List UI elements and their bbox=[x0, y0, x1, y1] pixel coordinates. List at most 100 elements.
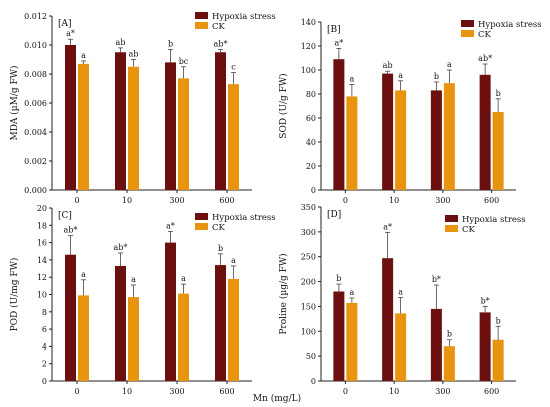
legend-swatch-hypoxia bbox=[461, 20, 474, 27]
y-tick-label: 2 bbox=[42, 360, 47, 369]
bar-ck-0 bbox=[78, 63, 89, 190]
significance-label: ab* bbox=[214, 39, 228, 48]
legend-entry: CK bbox=[462, 225, 476, 235]
significance-label: ab* bbox=[64, 226, 78, 235]
bar-ck-600 bbox=[492, 112, 504, 190]
y-tick-label: 20 bbox=[306, 162, 316, 171]
y-tick-label: 50 bbox=[306, 352, 316, 361]
significance-label: a bbox=[398, 287, 403, 296]
y-tick-label: 6 bbox=[42, 325, 47, 334]
x-axis-label: Mn (mg/L) bbox=[253, 393, 301, 404]
y-tick-label: 0.006 bbox=[24, 99, 47, 108]
y-tick-label: 300 bbox=[301, 228, 316, 237]
significance-label: b bbox=[496, 316, 501, 325]
y-tick-label: 12 bbox=[37, 273, 47, 282]
significance-label: a bbox=[349, 74, 354, 83]
y-tick-label: 0.008 bbox=[24, 70, 47, 79]
legend-swatch-hypoxia bbox=[195, 213, 208, 220]
y-tick-label: 10 bbox=[37, 291, 47, 300]
bar-hypoxia-10 bbox=[115, 52, 126, 190]
y-tick-label: 0 bbox=[311, 377, 316, 386]
significance-label: a bbox=[447, 60, 452, 69]
x-tick-label: 300 bbox=[435, 387, 450, 396]
significance-label: ab bbox=[116, 38, 126, 47]
significance-label: a bbox=[131, 275, 136, 284]
bar-ck-0 bbox=[346, 302, 358, 381]
bar-ck-600 bbox=[492, 339, 504, 381]
y-axis-label: MDA (µM/g FW) bbox=[9, 65, 20, 140]
significance-label: a bbox=[231, 256, 236, 265]
y-tick-label: 0.004 bbox=[24, 128, 47, 137]
y-tick-label: 0 bbox=[311, 186, 316, 195]
y-tick-label: 8 bbox=[42, 308, 47, 317]
legend-swatch-hypoxia bbox=[195, 12, 208, 19]
bar-ck-10 bbox=[128, 66, 139, 190]
bar-ck-10 bbox=[395, 90, 407, 190]
significance-label: b bbox=[434, 72, 439, 81]
significance-label: b bbox=[218, 244, 223, 253]
y-tick-label: 150 bbox=[301, 302, 316, 311]
x-tick-label: 300 bbox=[169, 387, 184, 396]
y-tick-label: 120 bbox=[301, 42, 316, 51]
y-axis-label: SOD (U/g FW) bbox=[278, 73, 289, 138]
significance-label: a bbox=[81, 270, 86, 279]
y-tick-label: 0 bbox=[42, 377, 47, 386]
legend-swatch-hypoxia bbox=[445, 215, 458, 222]
x-tick-label: 10 bbox=[389, 196, 399, 205]
y-tick-label: 0.002 bbox=[24, 157, 47, 166]
y-tick-label: 100 bbox=[301, 327, 316, 336]
legend-entry: Hypoxia stress bbox=[478, 20, 542, 30]
legend-entry: CK bbox=[212, 22, 226, 32]
y-axis-label: Proline (µg/g FW) bbox=[278, 253, 289, 334]
bar-hypoxia-300 bbox=[430, 90, 442, 190]
y-tick-label: 60 bbox=[306, 114, 316, 123]
y-tick-label: 4 bbox=[42, 342, 47, 351]
legend-entry: Hypoxia stress bbox=[212, 12, 276, 22]
y-tick-label: 40 bbox=[306, 138, 316, 147]
x-tick-label: 10 bbox=[122, 387, 132, 396]
chart-panel-2: 0 20 40 60 80 100 120 140 SOD (U/g FW) [B] 0 a* a 10 a… bbox=[278, 18, 542, 205]
panel-label: [C] bbox=[58, 211, 72, 221]
significance-label: a* bbox=[334, 38, 343, 47]
bar-hypoxia-300 bbox=[165, 62, 176, 190]
significance-label: c bbox=[231, 63, 236, 72]
bar-hypoxia-10 bbox=[382, 258, 394, 381]
significance-label: ab bbox=[129, 50, 139, 59]
bar-ck-0 bbox=[346, 96, 358, 190]
bar-ck-0 bbox=[78, 295, 89, 381]
x-tick-label: 600 bbox=[219, 387, 234, 396]
x-tick-label: 300 bbox=[169, 196, 184, 205]
x-tick-label: 0 bbox=[343, 196, 348, 205]
chart-panel-3: 0 2 4 6 8 10 12 14 16 18 20 POD (U/mg FW) [C] 0 ab* a 10… bbox=[9, 204, 276, 396]
significance-label: a bbox=[398, 71, 403, 80]
y-tick-label: 140 bbox=[301, 18, 316, 27]
bar-hypoxia-300 bbox=[430, 308, 442, 381]
bar-hypoxia-0 bbox=[333, 291, 345, 381]
bar-ck-600 bbox=[228, 278, 239, 381]
panel-label: [D] bbox=[327, 210, 341, 220]
legend-swatch-ck bbox=[445, 225, 458, 232]
y-tick-label: 14 bbox=[37, 256, 47, 265]
x-tick-label: 600 bbox=[484, 196, 499, 205]
bar-ck-300 bbox=[178, 293, 189, 381]
bar-hypoxia-600 bbox=[479, 312, 491, 381]
significance-label: b bbox=[447, 330, 452, 339]
panel-label: [B] bbox=[327, 25, 341, 35]
significance-label: ab* bbox=[478, 54, 492, 63]
significance-label: ab bbox=[383, 61, 393, 70]
significance-label: b bbox=[168, 39, 173, 48]
significance-label: b bbox=[336, 274, 341, 283]
x-tick-label: 10 bbox=[122, 196, 132, 205]
y-tick-label: 20 bbox=[37, 204, 47, 213]
panel-label: [A] bbox=[58, 19, 72, 29]
y-tick-label: 100 bbox=[301, 66, 316, 75]
x-tick-label: 300 bbox=[435, 196, 450, 205]
y-tick-label: 350 bbox=[301, 203, 316, 212]
chart-panel-1: 0.000 0.002 0.004 0.006 0.008 0.010 0.012 MDA (… bbox=[9, 12, 276, 205]
bar-ck-300 bbox=[178, 78, 189, 190]
significance-label: a* bbox=[66, 29, 75, 38]
y-tick-label: 200 bbox=[301, 278, 316, 287]
bar-ck-300 bbox=[443, 83, 455, 190]
x-tick-label: 0 bbox=[74, 387, 79, 396]
legend-entry: CK bbox=[212, 223, 226, 233]
